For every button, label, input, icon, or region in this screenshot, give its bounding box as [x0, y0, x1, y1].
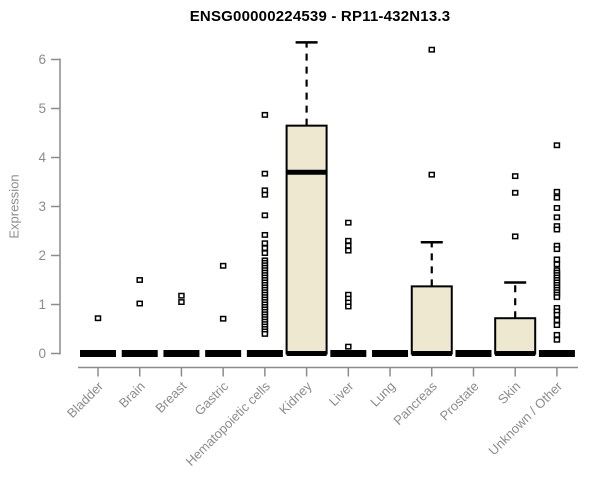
- x-tick-label: Gastric: [192, 378, 232, 418]
- outlier-point: [553, 317, 561, 324]
- boxplot-gastric: [205, 262, 242, 357]
- collapsed-box: [538, 350, 575, 357]
- outlier-point: [345, 242, 352, 249]
- x-tick-label: Bladder: [64, 378, 107, 421]
- outlier-point: [553, 294, 561, 301]
- boxplot-breast: [163, 292, 200, 357]
- outlier-point: [553, 331, 561, 338]
- boxplot-bladder: [80, 315, 116, 357]
- outlier-point: [553, 311, 561, 318]
- outlier-point: [261, 250, 269, 257]
- outlier-point: [261, 111, 269, 118]
- boxplot-prostate: [455, 350, 492, 357]
- collapsed-box: [121, 350, 158, 357]
- collapsed-box: [246, 350, 283, 357]
- x-tick-label: Brain: [116, 379, 148, 411]
- outlier-point: [261, 191, 269, 198]
- outlier-point: [553, 256, 561, 263]
- outlier-point: [553, 194, 561, 201]
- outlier-point: [219, 315, 227, 322]
- y-tick-label: 4: [38, 150, 46, 165]
- outlier-point: [553, 205, 561, 211]
- outlier-point: [219, 262, 227, 269]
- outlier-point: [553, 336, 561, 343]
- outlier-point: [553, 261, 561, 268]
- x-tick-label: Prostate: [437, 379, 482, 424]
- x-tick-label: Skin: [495, 379, 523, 407]
- outlier-point: [553, 142, 561, 149]
- outlier-point: [261, 245, 269, 252]
- collapsed-box: [330, 350, 367, 357]
- outlier-point: [178, 292, 185, 299]
- boxplot-brain: [121, 277, 158, 357]
- outlier-point: [428, 46, 436, 53]
- collapsed-box: [205, 350, 242, 357]
- x-tick-label: Breast: [152, 378, 189, 415]
- outlier-point: [553, 226, 561, 233]
- x-tick-label: Liver: [326, 378, 357, 409]
- y-tick-label: 6: [38, 52, 46, 67]
- boxplot-unknown-other: [538, 142, 575, 357]
- y-tick-label: 0: [38, 346, 46, 361]
- outlier-point: [178, 299, 185, 306]
- outlier-point: [553, 188, 561, 195]
- outlier-point: [136, 277, 143, 283]
- collapsed-box: [455, 350, 492, 357]
- box: [410, 285, 453, 355]
- outlier-point: [345, 303, 352, 310]
- x-tick-label: Unknown / Other: [485, 378, 565, 458]
- boxplot-pancreas: [410, 46, 453, 356]
- outlier-point: [261, 231, 269, 238]
- boxplot-lung: [372, 350, 409, 357]
- y-tick-label: 2: [38, 248, 46, 263]
- x-tick-label: Pancreas: [390, 378, 440, 428]
- outlier-point: [261, 240, 269, 247]
- outlier-point: [261, 330, 269, 337]
- outlier-point: [345, 343, 352, 350]
- boxplot-skin: [494, 173, 537, 356]
- outlier-point: [261, 212, 269, 219]
- collapsed-box: [80, 350, 116, 357]
- collapsed-box: [163, 350, 200, 357]
- outlier-point: [428, 171, 436, 178]
- outlier-point: [345, 237, 352, 244]
- x-tick-label: Kidney: [276, 378, 315, 417]
- y-tick-label: 5: [38, 101, 46, 116]
- x-tick-label: Lung: [367, 379, 398, 410]
- outlier-point: [136, 300, 143, 307]
- outlier-point: [511, 173, 519, 180]
- boxplot-kidney: [285, 41, 328, 356]
- y-tick-label: 1: [38, 297, 46, 312]
- outlier-point: [345, 219, 352, 226]
- outlier-point: [553, 214, 561, 221]
- boxplot-liver: [330, 219, 367, 357]
- outlier-point: [345, 247, 352, 254]
- chart-title: ENSG00000224539 - RP11-432N13.3: [189, 8, 451, 25]
- collapsed-box: [372, 350, 409, 357]
- box: [285, 124, 328, 355]
- box: [494, 317, 537, 355]
- y-tick-label: 3: [38, 199, 46, 214]
- outlier-point: [511, 189, 519, 196]
- outlier-point: [553, 246, 561, 253]
- outlier-point: [511, 233, 519, 240]
- outlier-point: [553, 322, 561, 329]
- outlier-point: [94, 315, 102, 322]
- outlier-point: [261, 170, 269, 177]
- boxplot-hematopoietic-cells: [246, 111, 283, 357]
